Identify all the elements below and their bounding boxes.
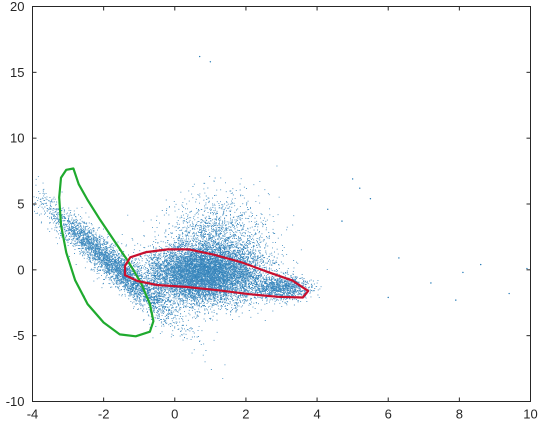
scatter-outlier-point	[398, 257, 400, 259]
y-tick-label: -5	[13, 328, 25, 343]
x-tick-label: 0	[171, 407, 178, 422]
scatter-outlier-point	[198, 55, 201, 58]
scatter-outlier-point	[341, 220, 343, 222]
x-tick-label: 8	[456, 407, 463, 422]
x-tick-label: 4	[313, 407, 320, 422]
y-tick-label: 5	[17, 197, 24, 212]
red-contour	[123, 248, 310, 299]
scatter-outlier-point	[480, 263, 482, 266]
y-tick-label: -10	[6, 394, 25, 409]
scatter-outlier-point	[351, 178, 354, 180]
scatter-outlier-point	[369, 198, 372, 200]
x-tick-label: 10	[523, 407, 537, 422]
y-axis-ticks: -10 -5 0 5 10 15 20	[6, 0, 531, 409]
plot-background	[32, 6, 531, 402]
scatter-outlier-point	[526, 267, 528, 270]
x-tick-label: 6	[385, 407, 392, 422]
y-tick-label: 10	[10, 131, 24, 146]
scatter-outlier-point	[508, 292, 510, 295]
green-contour	[58, 167, 155, 338]
scatter-outlier-point	[455, 299, 457, 301]
scatter-outlier-point	[359, 187, 361, 189]
scatter-outlier-point	[209, 61, 212, 63]
scatter-outlier-point	[462, 271, 464, 274]
x-tick-label: 2	[242, 407, 249, 422]
x-tick-label: -4	[27, 407, 39, 422]
x-axis-ticks: -4 -2 0 2 4 6 8 10	[27, 6, 538, 422]
scatter-outlier-point	[430, 282, 432, 284]
contour-lines	[58, 167, 310, 338]
x-tick-label: -2	[98, 407, 110, 422]
scatter-points	[33, 55, 528, 379]
y-tick-label: 0	[17, 262, 24, 277]
y-tick-label: 15	[10, 65, 24, 80]
scatter-outlier-point	[327, 208, 329, 210]
y-tick-label: 20	[10, 0, 24, 14]
scatter-cluster-2	[127, 165, 295, 302]
scatter-outlier-point	[387, 296, 389, 299]
